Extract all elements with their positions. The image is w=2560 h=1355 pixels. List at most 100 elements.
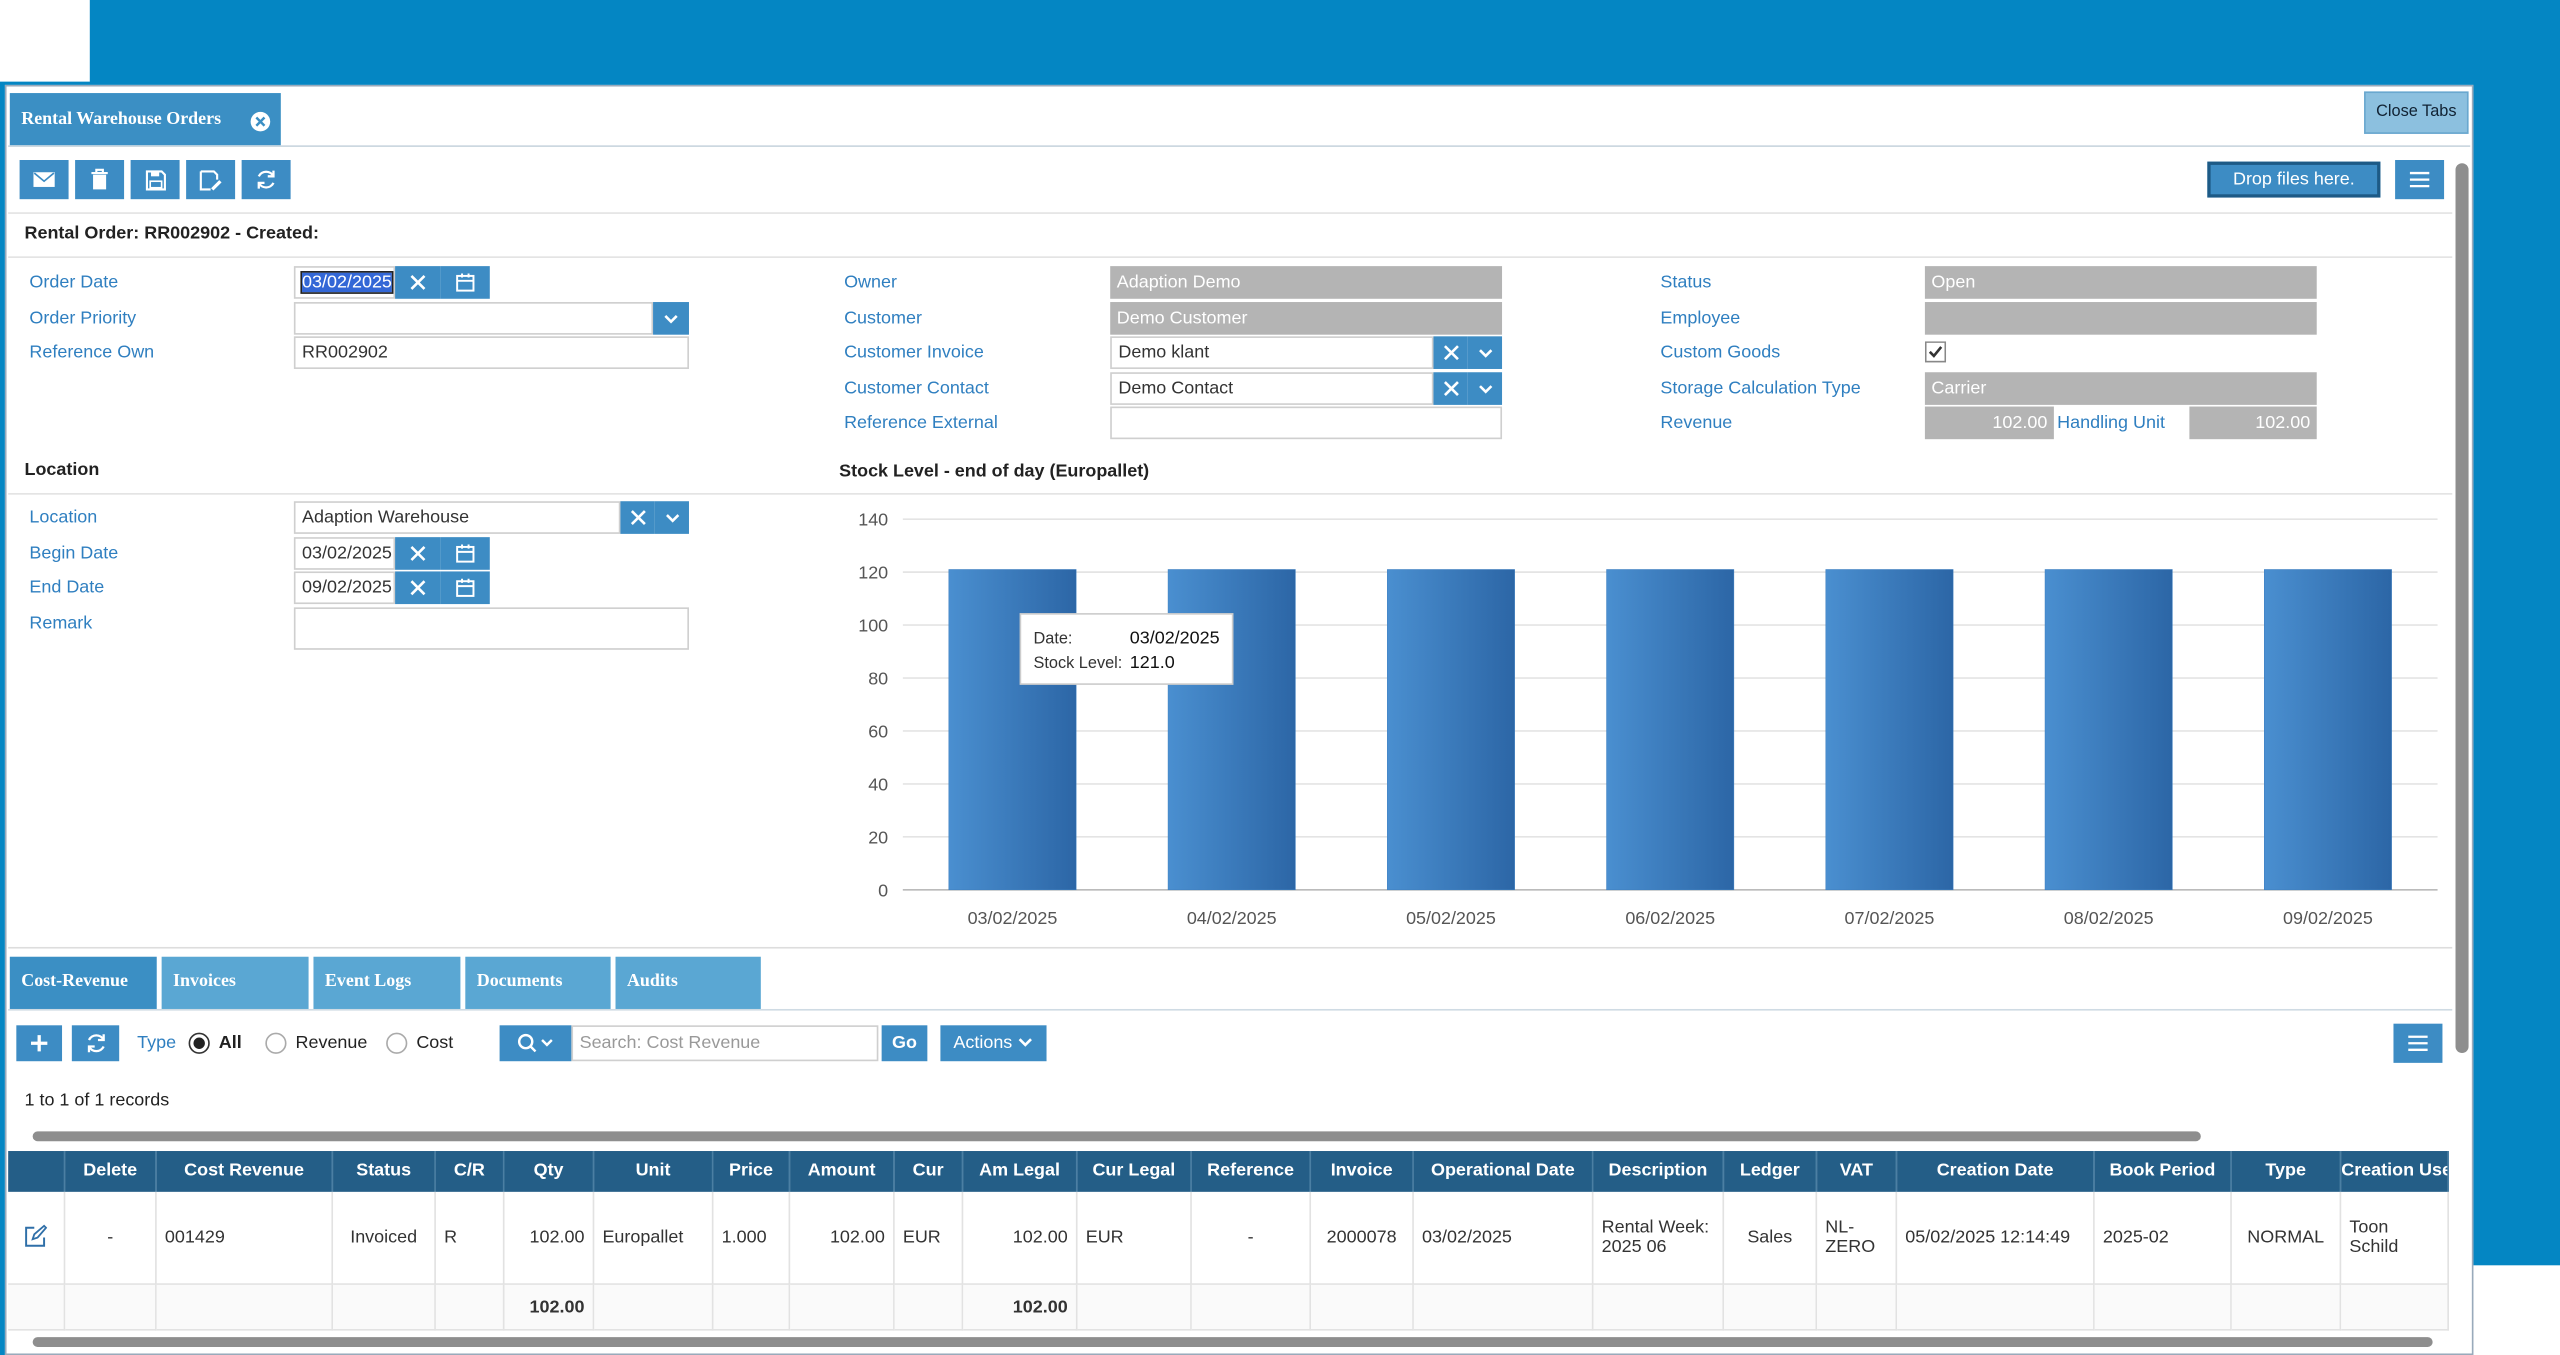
actions-button[interactable]: Actions [940,1025,1047,1062]
date-input[interactable]: 09/02/2025 [293,571,396,605]
clear-button[interactable] [1433,336,1468,370]
icon-part [665,514,679,523]
sub-tab[interactable]: Documents [465,956,611,1009]
column-header: Delete [65,1151,157,1192]
toolbar-button[interactable] [75,160,125,200]
icon-part [257,170,275,189]
sub-tab[interactable]: Cost-Revenue [9,956,157,1009]
dropdown-button[interactable] [1467,371,1503,405]
icon-part [91,168,108,190]
text: Event Logs [324,971,412,992]
text: Close Tabs [2376,102,2457,121]
clear-button[interactable] [395,571,441,605]
radio-option[interactable]: All [188,1027,302,1060]
add-button[interactable] [16,1025,63,1062]
text: 09/02/2025 [302,578,392,598]
clear-button[interactable] [395,536,441,570]
text: Description [1608,1160,1708,1181]
close-tabs[interactable]: Close Tabs [2364,91,2469,134]
combo-input[interactable]: Demo Contact [1110,371,1434,405]
text: Qty [533,1160,564,1181]
toolbar-button[interactable] [186,160,236,200]
divider [8,256,2453,258]
search-input[interactable]: Search: Cost Revenue [571,1025,879,1062]
dropdown-button[interactable] [1467,336,1503,370]
calendar-button[interactable] [440,266,490,299]
text: Owner [844,272,897,293]
icon-part [265,1032,287,1054]
icon-part [150,170,159,176]
drop-files[interactable]: Drop files here. [2207,161,2381,198]
text: 03/02/2025 [302,543,392,563]
calendar-button[interactable] [440,536,490,570]
combo-input[interactable]: Adaption Warehouse [293,501,621,534]
edit-icon[interactable] [24,1223,48,1252]
icon-part [410,580,426,596]
column-header: Unit [594,1151,714,1192]
text: 03/02/2025 [1422,1227,1512,1248]
dropdown-button[interactable] [654,501,689,534]
scrollbar [32,1131,2201,1142]
edit-cell[interactable] [8,1191,66,1285]
cell: Invoiced [333,1191,436,1285]
bar [1606,569,1735,891]
icon-part [250,101,271,145]
sub-tab[interactable]: Audits [615,956,761,1009]
radio-option[interactable]: Cost [385,1027,499,1060]
corner [2473,1265,2560,1355]
icon-part [87,1034,104,1053]
text: Reference [1207,1160,1295,1181]
icon-part [2408,1035,2428,1051]
date-input[interactable]: 03/02/2025 [293,536,396,570]
total-cell: 102.00 [504,1284,595,1331]
icon-part [517,1033,553,1053]
clear-button[interactable] [1433,371,1468,405]
refresh-button[interactable] [71,1025,120,1062]
text: Europallet [602,1227,684,1248]
checkbox[interactable] [1924,341,1948,365]
text: Begin Date [29,543,119,563]
cell: 2025-02 [2094,1191,2232,1285]
search-filter[interactable] [499,1025,572,1062]
text: Cost [416,1033,454,1054]
text: Price [729,1160,773,1181]
x-tick-label: 03/02/2025 [968,908,1058,928]
bar [1387,569,1515,891]
go-button[interactable]: Go [881,1025,928,1062]
date-input[interactable]: 03/02/2025 [293,266,396,299]
column-header: Cur Legal [1077,1151,1192,1192]
text-input[interactable] [1110,407,1503,440]
text: Cur [912,1160,944,1181]
text: Creation Date [1936,1160,2054,1181]
text: Custom Goods [1660,343,1781,363]
text: - [107,1227,114,1248]
field-label: Remark [29,607,290,640]
textarea[interactable] [293,607,689,650]
text: VAT [1839,1160,1873,1181]
menu-button[interactable] [2395,160,2445,200]
select-input[interactable] [293,301,654,335]
icon-part [250,111,271,132]
combo-input[interactable]: Demo klant [1110,336,1434,370]
y-tick-label: 140 [858,510,888,530]
x-tick-label: 04/02/2025 [1187,908,1277,928]
text: Sales [1747,1227,1793,1248]
calendar-button[interactable] [440,571,490,605]
clear-button[interactable] [395,266,441,299]
toolbar-button[interactable] [130,160,180,200]
clear-button[interactable] [620,501,655,534]
sub-tab[interactable]: Event Logs [313,956,461,1009]
menu-button[interactable] [2393,1023,2443,1063]
radio-option[interactable]: Revenue [264,1027,378,1060]
dropdown-button[interactable] [653,301,689,335]
text: Cur Legal [1092,1160,1176,1181]
records-count: 1 to 1 of 1 records [24,1086,514,1115]
sub-tab[interactable]: Invoices [161,956,309,1009]
text: RR002902 [302,343,388,363]
text-input[interactable]: RR002902 [293,336,689,370]
toolbar-button[interactable] [241,160,291,200]
icon-part [410,580,426,596]
main-tab[interactable]: Rental Warehouse Orders [9,93,281,146]
toolbar-button[interactable] [19,160,69,200]
